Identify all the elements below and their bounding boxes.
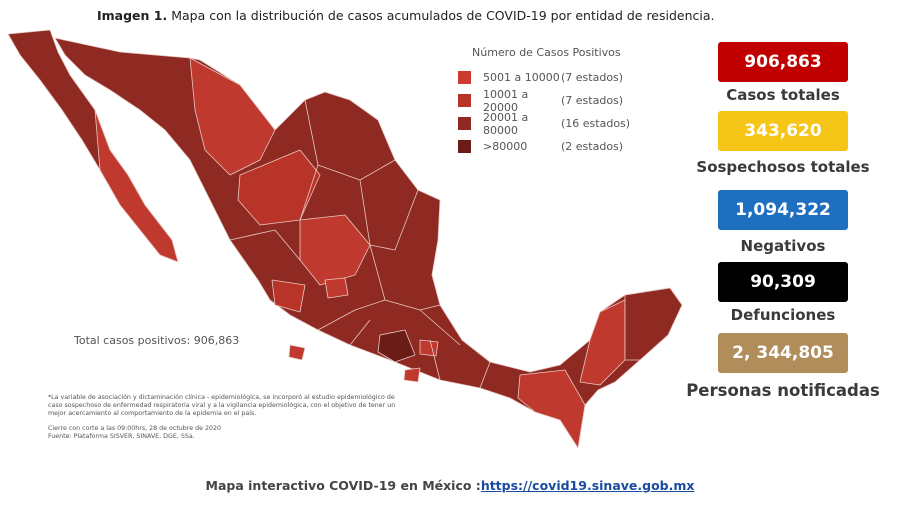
map-region	[624, 287, 683, 361]
legend-swatch	[458, 140, 471, 153]
legend-title: Número de Casos Positivos	[472, 46, 621, 59]
map-region	[419, 339, 439, 357]
footer: Mapa interactivo COVID-19 en México :htt…	[0, 478, 900, 493]
map-region	[324, 277, 349, 299]
legend-range: 5001 a 10000	[483, 71, 560, 84]
legend-count: (7 estados)	[561, 94, 624, 107]
legend: Número de Casos Positivos 5001 a 10000 (7…	[458, 46, 630, 158]
legend-range: 20001 a 80000	[483, 110, 529, 137]
map-region	[517, 369, 586, 449]
stat-value: 90,309	[718, 262, 848, 302]
stat-value: 1,094,322	[718, 190, 848, 230]
state-border	[229, 99, 491, 389]
legend-count: (16 estados)	[561, 117, 631, 130]
legend-range: >80000	[483, 140, 528, 153]
stat-value: 906,863	[718, 42, 848, 82]
footnote: *La variable de asociación y dictaminaci…	[48, 394, 408, 441]
footnote-date: Cierre con corte a las 09:00hrs, 28 de o…	[48, 425, 222, 432]
stat-label: Sospechosos totales	[696, 158, 870, 176]
stat-value: 2, 344,805	[718, 333, 848, 373]
stat-label: Personas notificadas	[686, 381, 880, 400]
legend-row: 10001 a 20000 (7 estados)	[458, 87, 630, 114]
legend-range: 10001 a 20000	[483, 87, 529, 114]
map-region	[377, 329, 416, 363]
map-region	[189, 57, 276, 176]
legend-swatch	[458, 94, 471, 107]
legend-count: (7 estados)	[561, 71, 624, 84]
legend-count: (2 estados)	[561, 140, 624, 153]
stat-label: Casos totales	[726, 86, 840, 104]
title: Imagen 1. Mapa con la distribución de ca…	[97, 8, 715, 23]
footnote-source: Fuente: Plataforma SISVER, SINAVE, DGE, …	[48, 433, 195, 440]
title-text: Mapa con la distribución de casos acumul…	[171, 8, 715, 23]
map-region	[271, 279, 306, 313]
legend-row: 20001 a 80000 (16 estados)	[458, 110, 631, 137]
map-region	[403, 367, 421, 383]
map-region	[94, 109, 179, 263]
legend-swatch	[458, 71, 471, 84]
total-positive: Total casos positivos: 906,863	[74, 334, 240, 347]
map-region	[288, 344, 306, 361]
footer-link[interactable]: https://covid19.sinave.gob.mx	[480, 478, 695, 493]
footnote-text: *La variable de asociación y dictaminaci…	[48, 394, 396, 417]
stat-label: Defunciones	[730, 306, 836, 324]
title-label: Imagen 1.	[97, 8, 168, 23]
footer-text: Mapa interactivo COVID-19 en México :	[205, 478, 481, 493]
stat-value: 343,620	[718, 111, 848, 151]
legend-row: 5001 a 10000 (7 estados)	[458, 66, 630, 89]
legend-swatch	[458, 117, 471, 130]
legend-row: >80000 (2 estados)	[458, 135, 630, 158]
stat-label: Negativos	[740, 237, 826, 255]
